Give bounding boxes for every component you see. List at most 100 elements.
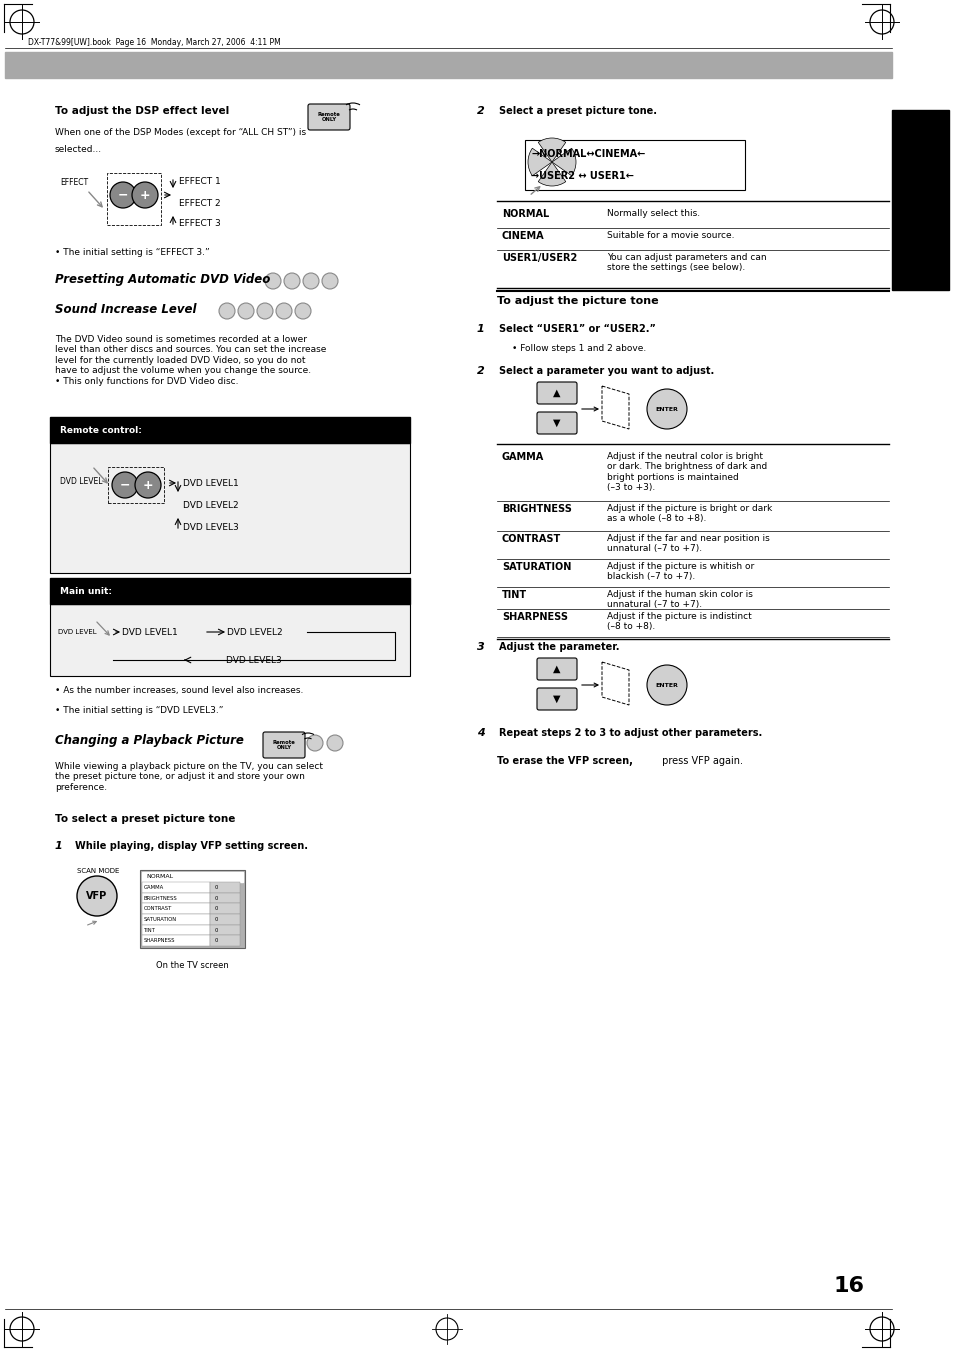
Text: While viewing a playback picture on the TV, you can select
the preset picture to: While viewing a playback picture on the … <box>55 762 323 792</box>
Text: Normally select this.: Normally select this. <box>606 209 700 218</box>
Text: ENTER: ENTER <box>655 407 678 412</box>
Text: GAMMA: GAMMA <box>144 885 164 890</box>
Text: EFFECT 1: EFFECT 1 <box>179 177 220 185</box>
Text: press VFP again.: press VFP again. <box>659 757 742 766</box>
Text: DVD LEVEL3: DVD LEVEL3 <box>183 523 238 531</box>
Text: VFP: VFP <box>87 892 108 901</box>
Text: While playing, display VFP setting screen.: While playing, display VFP setting scree… <box>75 842 308 851</box>
Text: DVD LEVEL: DVD LEVEL <box>58 630 96 635</box>
Circle shape <box>646 389 686 430</box>
Bar <box>142 893 210 904</box>
Circle shape <box>135 471 161 499</box>
Text: 0: 0 <box>214 885 217 890</box>
Text: Select “USER1” or “USER2.”: Select “USER1” or “USER2.” <box>498 324 656 334</box>
Circle shape <box>132 182 158 208</box>
Text: CONTRAST: CONTRAST <box>144 907 172 911</box>
Circle shape <box>237 303 253 319</box>
Text: To adjust the DSP effect level: To adjust the DSP effect level <box>55 105 229 116</box>
Text: TINT: TINT <box>144 928 155 932</box>
Text: DVD LEVEL1: DVD LEVEL1 <box>183 478 238 488</box>
Bar <box>50 417 410 443</box>
Circle shape <box>307 735 323 751</box>
Bar <box>210 904 239 915</box>
Text: DX-T77&99[UW].book  Page 16  Monday, March 27, 2006  4:11 PM: DX-T77&99[UW].book Page 16 Monday, March… <box>28 38 280 47</box>
Circle shape <box>327 735 343 751</box>
Text: Adjust if the picture is whitish or
blackish (–7 to +7).: Adjust if the picture is whitish or blac… <box>606 562 754 581</box>
Text: 0: 0 <box>214 896 217 901</box>
Text: Select a preset picture tone.: Select a preset picture tone. <box>498 105 657 116</box>
Bar <box>142 915 210 924</box>
Text: You can adjust parameters and can
store the settings (see below).: You can adjust parameters and can store … <box>606 253 766 273</box>
Text: • As the number increases, sound level also increases.: • As the number increases, sound level a… <box>55 686 303 694</box>
Text: When one of the DSP Modes (except for “ALL CH ST”) is: When one of the DSP Modes (except for “A… <box>55 128 306 136</box>
Text: SATURATION: SATURATION <box>501 562 571 571</box>
Text: 0: 0 <box>214 928 217 932</box>
Text: TINT: TINT <box>501 590 527 600</box>
Bar <box>50 578 410 604</box>
Text: Remote
ONLY: Remote ONLY <box>273 739 295 750</box>
Text: −: − <box>120 478 131 492</box>
Circle shape <box>265 273 281 289</box>
Text: 0: 0 <box>214 917 217 921</box>
Bar <box>210 924 239 935</box>
FancyBboxPatch shape <box>308 104 350 130</box>
Bar <box>5 51 891 78</box>
Circle shape <box>294 303 311 319</box>
Bar <box>210 915 239 924</box>
Text: EFFECT: EFFECT <box>60 178 88 186</box>
Bar <box>142 935 210 946</box>
Text: Repeat steps 2 to 3 to adjust other parameters.: Repeat steps 2 to 3 to adjust other para… <box>498 728 761 738</box>
Text: CINEMA: CINEMA <box>501 231 544 240</box>
Text: Changing a Playback Picture: Changing a Playback Picture <box>55 734 244 747</box>
Text: 3: 3 <box>476 642 484 653</box>
FancyBboxPatch shape <box>537 658 577 680</box>
Text: DVD LEVEL: DVD LEVEL <box>60 477 102 485</box>
Bar <box>210 935 239 946</box>
Circle shape <box>77 875 117 916</box>
Text: To select a preset picture tone: To select a preset picture tone <box>55 815 235 824</box>
Text: →NORMAL↔CINEMA←: →NORMAL↔CINEMA← <box>531 149 644 159</box>
Text: Adjust if the far and near position is
unnatural (–7 to +7).: Adjust if the far and near position is u… <box>606 534 769 554</box>
Text: 2: 2 <box>476 366 484 376</box>
Text: +: + <box>143 478 153 492</box>
Text: ▼: ▼ <box>553 417 560 428</box>
Circle shape <box>112 471 138 499</box>
Circle shape <box>303 273 318 289</box>
Text: SHARPNESS: SHARPNESS <box>144 938 175 943</box>
Bar <box>140 870 245 948</box>
Text: To adjust the picture tone: To adjust the picture tone <box>497 296 658 305</box>
Text: Adjust if the neutral color is bright
or dark. The brightness of dark and
bright: Adjust if the neutral color is bright or… <box>606 453 766 492</box>
Wedge shape <box>552 149 576 176</box>
Bar <box>50 604 410 676</box>
Text: SHARPNESS: SHARPNESS <box>501 612 567 621</box>
Wedge shape <box>537 138 565 162</box>
Bar <box>524 141 744 190</box>
Text: Select a parameter you want to adjust.: Select a parameter you want to adjust. <box>498 366 714 376</box>
Bar <box>142 871 243 882</box>
Bar <box>891 109 948 290</box>
Polygon shape <box>601 662 628 705</box>
Bar <box>210 893 239 904</box>
Text: ENTER: ENTER <box>655 682 678 688</box>
Text: Remote
ONLY: Remote ONLY <box>317 112 340 123</box>
Text: ▲: ▲ <box>553 663 560 674</box>
FancyArrowPatch shape <box>93 467 107 482</box>
Text: Main unit:: Main unit: <box>60 586 112 596</box>
Text: DVD LEVEL2: DVD LEVEL2 <box>227 627 282 636</box>
FancyBboxPatch shape <box>537 382 577 404</box>
Text: Presetting Automatic DVD Video: Presetting Automatic DVD Video <box>55 273 270 286</box>
FancyBboxPatch shape <box>537 412 577 434</box>
Text: 1: 1 <box>476 324 484 334</box>
Text: DVD LEVEL2: DVD LEVEL2 <box>183 500 238 509</box>
Text: The DVD Video sound is sometimes recorded at a lower
level than other discs and : The DVD Video sound is sometimes recorde… <box>55 335 326 385</box>
Text: −: − <box>117 189 128 201</box>
Circle shape <box>646 665 686 705</box>
Text: Adjust the parameter.: Adjust the parameter. <box>498 642 618 653</box>
Text: SCAN MODE: SCAN MODE <box>77 867 119 874</box>
Circle shape <box>284 273 299 289</box>
Text: EFFECT 3: EFFECT 3 <box>179 219 220 227</box>
Text: 4: 4 <box>476 728 484 738</box>
Text: DVD LEVEL1: DVD LEVEL1 <box>122 627 177 636</box>
Text: selected...: selected... <box>55 145 102 154</box>
FancyArrowPatch shape <box>581 684 598 686</box>
